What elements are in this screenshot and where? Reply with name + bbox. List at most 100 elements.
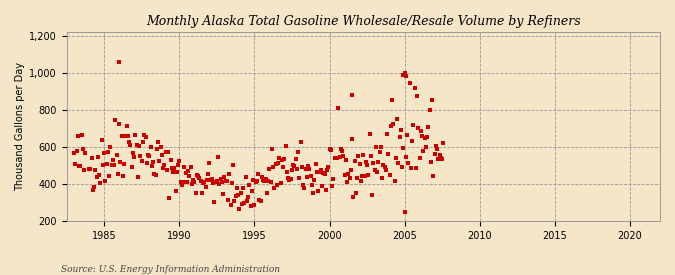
Point <box>302 175 313 180</box>
Point <box>167 170 178 175</box>
Point <box>406 166 416 170</box>
Point <box>377 175 387 180</box>
Point <box>227 163 238 167</box>
Point <box>101 162 112 167</box>
Point <box>122 123 132 128</box>
Point <box>80 150 91 155</box>
Point <box>268 164 279 169</box>
Point <box>422 135 433 139</box>
Point <box>109 163 119 168</box>
Point <box>286 177 296 181</box>
Point <box>103 150 113 155</box>
Point <box>393 160 404 165</box>
Point <box>141 161 152 165</box>
Point <box>221 178 232 183</box>
Point <box>145 145 156 149</box>
Point <box>374 150 385 155</box>
Point <box>388 122 399 126</box>
Point <box>292 167 302 171</box>
Point <box>155 145 166 149</box>
Point <box>85 166 96 171</box>
Point <box>255 199 266 203</box>
Point <box>273 160 284 165</box>
Point <box>400 74 411 79</box>
Point <box>408 122 418 127</box>
Point <box>236 202 247 206</box>
Point <box>384 173 395 177</box>
Point <box>144 153 155 158</box>
Title: Monthly Alaska Total Gasoline Wholesale/Resale Volume by Refiners: Monthly Alaska Total Gasoline Wholesale/… <box>146 15 580 28</box>
Point <box>129 155 140 160</box>
Point <box>409 86 420 90</box>
Point <box>413 126 424 130</box>
Point <box>365 154 376 158</box>
Point <box>94 173 105 177</box>
Point <box>213 155 223 159</box>
Point <box>169 166 180 170</box>
Point <box>215 177 226 181</box>
Point <box>167 166 178 170</box>
Point <box>383 152 394 156</box>
Point <box>398 146 409 150</box>
Point <box>117 174 128 178</box>
Point <box>86 156 97 160</box>
Point <box>106 163 117 168</box>
Point <box>438 141 449 145</box>
Point <box>132 143 142 148</box>
Point <box>95 180 106 185</box>
Point <box>248 178 259 182</box>
Point <box>105 145 116 150</box>
Point <box>334 155 345 159</box>
Point <box>402 133 412 138</box>
Point <box>265 180 276 184</box>
Point <box>434 153 445 157</box>
Point <box>300 167 311 171</box>
Point <box>335 146 346 151</box>
Point <box>333 106 344 111</box>
Point <box>180 171 191 175</box>
Point <box>296 165 307 169</box>
Point <box>389 178 400 183</box>
Point <box>261 191 272 195</box>
Point <box>199 180 210 184</box>
Point <box>396 127 406 132</box>
Point <box>84 166 95 171</box>
Point <box>242 199 252 204</box>
Point <box>188 178 198 182</box>
Point <box>230 194 241 198</box>
Point <box>324 147 335 152</box>
Point <box>423 125 434 130</box>
Point <box>245 204 256 208</box>
Point <box>278 165 289 170</box>
Point <box>264 167 275 171</box>
Point <box>425 108 435 112</box>
Point <box>171 169 182 174</box>
Point <box>110 118 121 122</box>
Point <box>149 172 160 176</box>
Point <box>107 158 118 162</box>
Point <box>104 174 115 178</box>
Point <box>373 159 384 164</box>
Point <box>174 159 185 164</box>
Point <box>192 173 202 178</box>
Point <box>275 181 286 186</box>
Point <box>113 172 124 176</box>
Point <box>435 156 446 160</box>
Point <box>289 164 300 168</box>
Point <box>204 161 215 165</box>
Point <box>91 175 102 179</box>
Point <box>350 191 361 196</box>
Point <box>344 175 355 180</box>
Text: Source: U.S. Energy Information Administration: Source: U.S. Energy Information Administ… <box>61 265 279 274</box>
Point <box>298 183 308 187</box>
Point <box>114 122 125 127</box>
Point <box>154 159 165 163</box>
Point <box>392 117 402 121</box>
Point <box>371 145 381 149</box>
Point <box>271 183 282 188</box>
Point <box>323 165 333 170</box>
Point <box>132 175 143 179</box>
Point <box>319 172 330 176</box>
Point <box>249 203 260 207</box>
Point <box>223 197 234 202</box>
